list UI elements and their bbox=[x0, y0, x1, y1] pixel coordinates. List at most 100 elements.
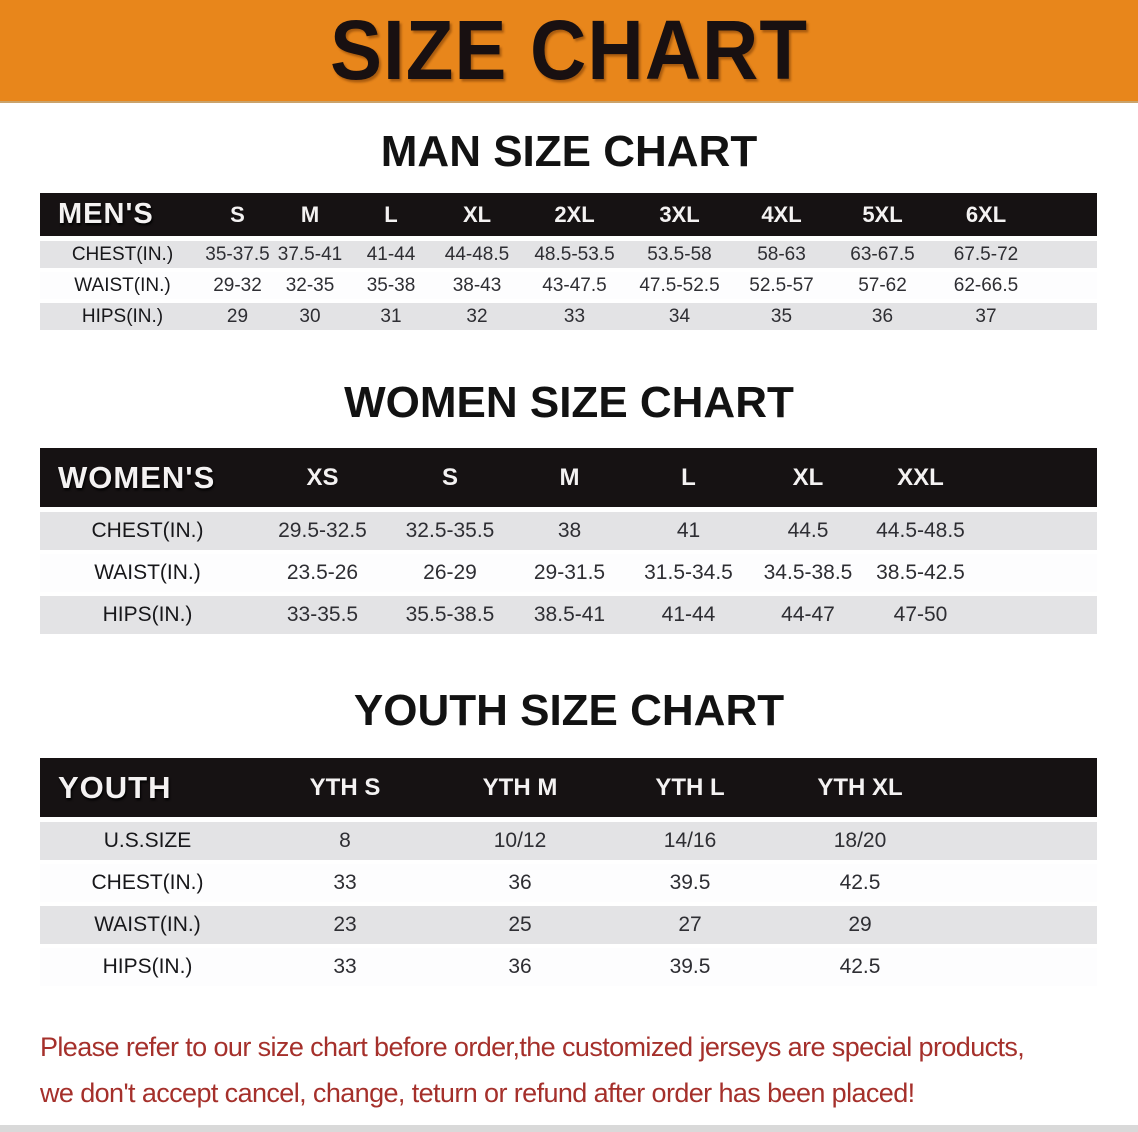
value-cell: 48.5-53.5 bbox=[522, 241, 627, 272]
value-cell: 38-43 bbox=[432, 272, 522, 303]
value-cell: 14/16 bbox=[605, 822, 775, 864]
value-cell: 29.5-32.5 bbox=[255, 512, 390, 554]
men-table-title: MEN'S bbox=[40, 193, 205, 241]
row-label: U.S.SIZE bbox=[40, 822, 255, 864]
filler-cell bbox=[1038, 303, 1097, 334]
men-chest-row: CHEST(IN.) 35-37.5 37.5-41 41-44 44-48.5… bbox=[40, 241, 1097, 272]
filler-cell bbox=[945, 948, 1097, 990]
col-header: XS bbox=[255, 448, 390, 512]
value-cell: 32.5-35.5 bbox=[390, 512, 510, 554]
col-header: L bbox=[350, 193, 432, 241]
value-cell: 33 bbox=[255, 948, 435, 990]
value-cell: 31.5-34.5 bbox=[629, 554, 748, 596]
value-cell: 39.5 bbox=[605, 948, 775, 990]
value-cell: 29-32 bbox=[205, 272, 270, 303]
col-header: XXL bbox=[868, 448, 973, 512]
value-cell: 37 bbox=[934, 303, 1038, 334]
value-cell: 35.5-38.5 bbox=[390, 596, 510, 638]
value-cell: 34.5-38.5 bbox=[748, 554, 868, 596]
value-cell: 27 bbox=[605, 906, 775, 948]
col-header: L bbox=[629, 448, 748, 512]
col-header: M bbox=[510, 448, 629, 512]
youth-header-row: YOUTH YTH S YTH M YTH L YTH XL bbox=[40, 758, 1097, 822]
value-cell: 41-44 bbox=[350, 241, 432, 272]
value-cell: 42.5 bbox=[775, 948, 945, 990]
row-label: CHEST(IN.) bbox=[40, 864, 255, 906]
disclaimer-line-2: we don't accept cancel, change, teturn o… bbox=[40, 1078, 915, 1108]
filler-cell bbox=[1038, 272, 1097, 303]
value-cell: 34 bbox=[627, 303, 732, 334]
youth-ussize-row: U.S.SIZE 8 10/12 14/16 18/20 bbox=[40, 822, 1097, 864]
value-cell: 58-63 bbox=[732, 241, 831, 272]
value-cell: 33 bbox=[522, 303, 627, 334]
men-section-heading: MAN SIZE CHART bbox=[380, 127, 758, 176]
value-cell: 43-47.5 bbox=[522, 272, 627, 303]
col-header: 6XL bbox=[934, 193, 1038, 241]
col-header: M bbox=[270, 193, 350, 241]
banner: SIZE CHART bbox=[0, 0, 1138, 103]
disclaimer-line-1: Please refer to our size chart before or… bbox=[40, 1032, 1025, 1062]
filler-cell bbox=[945, 758, 1097, 822]
col-header: YTH L bbox=[605, 758, 775, 822]
col-header: 4XL bbox=[732, 193, 831, 241]
youth-waist-row: WAIST(IN.) 23 25 27 29 bbox=[40, 906, 1097, 948]
filler-cell bbox=[1038, 241, 1097, 272]
value-cell: 36 bbox=[435, 948, 605, 990]
value-cell: 52.5-57 bbox=[732, 272, 831, 303]
disclaimer: Please refer to our size chart before or… bbox=[40, 1024, 1110, 1116]
youth-section-heading: YOUTH SIZE CHART bbox=[353, 686, 785, 735]
value-cell: 38 bbox=[510, 512, 629, 554]
value-cell: 32 bbox=[432, 303, 522, 334]
page-title: SIZE CHART bbox=[330, 2, 808, 98]
row-label: HIPS(IN.) bbox=[40, 948, 255, 990]
women-header-row: WOMEN'S XS S M L XL XXL bbox=[40, 448, 1097, 512]
value-cell: 44-48.5 bbox=[432, 241, 522, 272]
col-header: XL bbox=[748, 448, 868, 512]
value-cell: 53.5-58 bbox=[627, 241, 732, 272]
value-cell: 44-47 bbox=[748, 596, 868, 638]
youth-chest-row: CHEST(IN.) 33 36 39.5 42.5 bbox=[40, 864, 1097, 906]
row-label: WAIST(IN.) bbox=[40, 272, 205, 303]
value-cell: 37.5-41 bbox=[270, 241, 350, 272]
value-cell: 32-35 bbox=[270, 272, 350, 303]
filler-cell bbox=[973, 596, 1097, 638]
value-cell: 57-62 bbox=[831, 272, 934, 303]
value-cell: 47-50 bbox=[868, 596, 973, 638]
value-cell: 25 bbox=[435, 906, 605, 948]
col-header: S bbox=[205, 193, 270, 241]
row-label: CHEST(IN.) bbox=[40, 512, 255, 554]
value-cell: 42.5 bbox=[775, 864, 945, 906]
value-cell: 23.5-26 bbox=[255, 554, 390, 596]
col-header: YTH XL bbox=[775, 758, 945, 822]
women-section-heading: WOMEN SIZE CHART bbox=[344, 378, 794, 427]
men-section: MAN SIZE CHART MEN'S S M L XL 2XL 3XL 4X… bbox=[0, 127, 1138, 334]
value-cell: 23 bbox=[255, 906, 435, 948]
value-cell: 41 bbox=[629, 512, 748, 554]
women-chest-row: CHEST(IN.) 29.5-32.5 32.5-35.5 38 41 44.… bbox=[40, 512, 1097, 554]
value-cell: 30 bbox=[270, 303, 350, 334]
women-table-title: WOMEN'S bbox=[40, 448, 255, 512]
value-cell: 35-38 bbox=[350, 272, 432, 303]
col-header: YTH M bbox=[435, 758, 605, 822]
value-cell: 38.5-41 bbox=[510, 596, 629, 638]
filler-cell bbox=[945, 906, 1097, 948]
value-cell: 29-31.5 bbox=[510, 554, 629, 596]
row-label: HIPS(IN.) bbox=[40, 303, 205, 334]
filler-cell bbox=[973, 554, 1097, 596]
row-label: HIPS(IN.) bbox=[40, 596, 255, 638]
row-label: WAIST(IN.) bbox=[40, 906, 255, 948]
men-header-row: MEN'S S M L XL 2XL 3XL 4XL 5XL 6XL bbox=[40, 193, 1097, 241]
value-cell: 62-66.5 bbox=[934, 272, 1038, 303]
value-cell: 33-35.5 bbox=[255, 596, 390, 638]
value-cell: 44.5 bbox=[748, 512, 868, 554]
filler-cell bbox=[973, 512, 1097, 554]
value-cell: 38.5-42.5 bbox=[868, 554, 973, 596]
youth-table-title: YOUTH bbox=[40, 758, 255, 822]
value-cell: 26-29 bbox=[390, 554, 510, 596]
col-header: 3XL bbox=[627, 193, 732, 241]
youth-hips-row: HIPS(IN.) 33 36 39.5 42.5 bbox=[40, 948, 1097, 990]
row-label: CHEST(IN.) bbox=[40, 241, 205, 272]
men-hips-row: HIPS(IN.) 29 30 31 32 33 34 35 36 37 bbox=[40, 303, 1097, 334]
col-header: 2XL bbox=[522, 193, 627, 241]
